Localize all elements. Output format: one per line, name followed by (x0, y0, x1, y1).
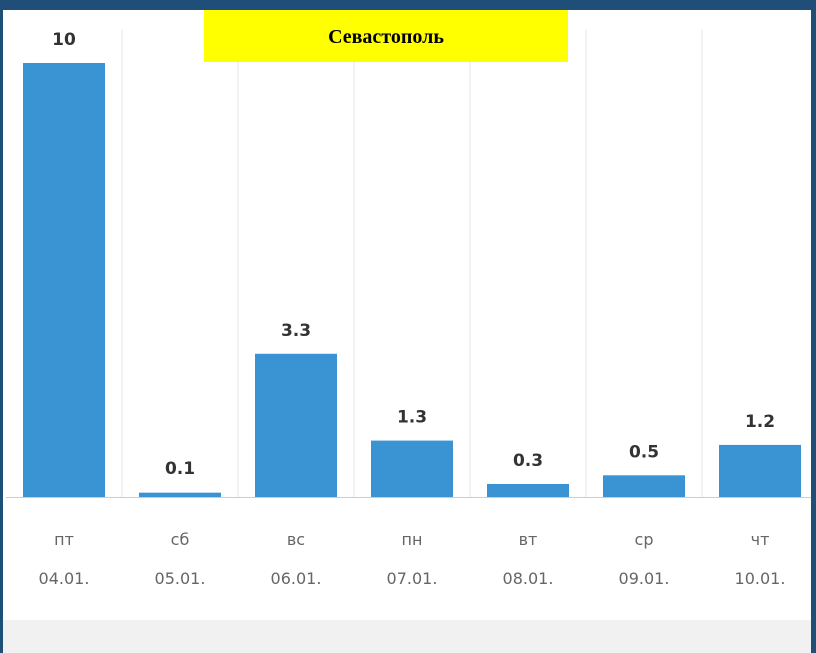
x-tick-date: 04.01. (39, 569, 90, 588)
bar (139, 492, 221, 497)
right-border (811, 0, 816, 653)
x-tick-date: 05.01. (155, 569, 206, 588)
x-tick-label: пн (402, 530, 423, 549)
value-label: 0.1 (165, 459, 195, 479)
value-label: 1.3 (397, 408, 427, 428)
bar (371, 440, 453, 497)
title-box (204, 10, 568, 62)
x-tick-date: 06.01. (271, 569, 322, 588)
top-border (0, 0, 816, 10)
bar (23, 63, 105, 497)
value-label: 3.3 (281, 321, 311, 341)
bar (719, 444, 801, 497)
x-tick-label: вс (287, 530, 305, 549)
bar (487, 483, 569, 497)
x-tick-date: 08.01. (503, 569, 554, 588)
value-label: 0.3 (513, 451, 543, 471)
left-border (0, 0, 3, 653)
plot: 10 пт 04.01. 0.1 сб 05.01. 3.3 вс 06.01. 1.3 пн 07.… (6, 30, 811, 588)
x-tick-date: 10.01. (735, 569, 786, 588)
value-label: 0.5 (629, 442, 659, 462)
bar (603, 475, 685, 497)
x-tick-label: сб (171, 530, 190, 549)
chart-title: Севастополь (328, 26, 444, 48)
footer-area (0, 620, 816, 653)
x-tick-label: чт (751, 530, 770, 549)
value-label: 1.2 (745, 412, 775, 432)
bar (255, 353, 337, 497)
x-tick-label: ср (635, 530, 654, 549)
x-tick-date: 09.01. (619, 569, 670, 588)
x-tick-date: 07.01. (387, 569, 438, 588)
x-tick-label: вт (519, 530, 538, 549)
value-label: 10 (52, 30, 76, 50)
x-tick-label: пт (54, 530, 74, 549)
